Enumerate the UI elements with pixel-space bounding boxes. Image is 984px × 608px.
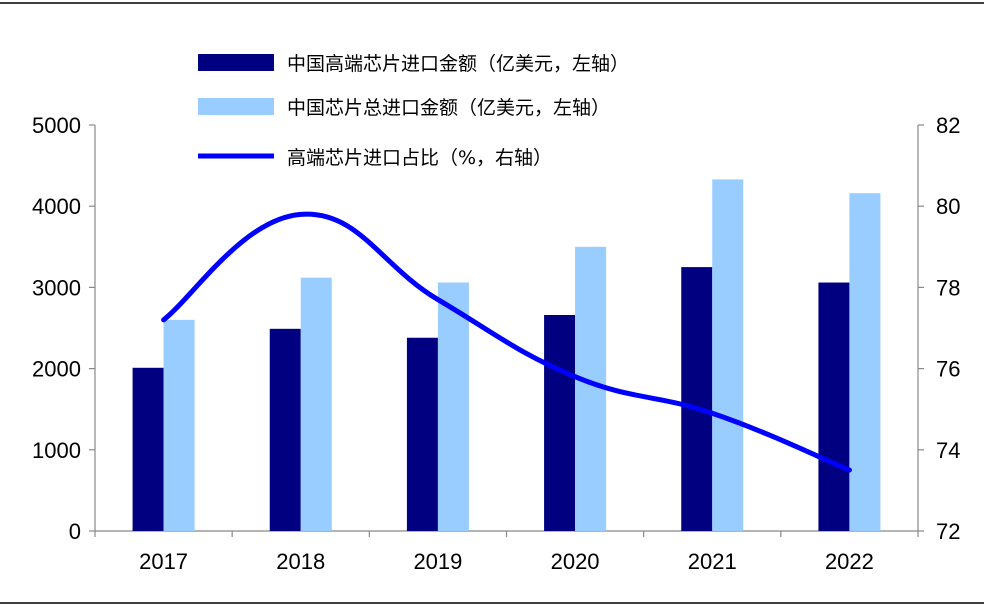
x-tick-label: 2018: [276, 549, 325, 574]
bar-total-2019: [437, 282, 469, 531]
left-tick-label: 0: [69, 519, 81, 544]
ratio-line: [161, 211, 852, 473]
left-y-ticks: 0 1000 2000 3000 4000 5000: [32, 113, 95, 544]
bar-total-2022: [849, 193, 881, 531]
right-tick-label: 78: [936, 275, 960, 300]
right-tick-label: 82: [936, 113, 960, 138]
left-tick-label: 1000: [32, 438, 81, 463]
x-ticks: 2017 2018 2019 2020 2021 2022: [94, 531, 919, 574]
legend-label-high-end: 中国高端芯片进口金额（亿美元，左轴）: [287, 53, 629, 75]
left-tick-label: 4000: [32, 194, 81, 219]
axes: [94, 125, 919, 532]
x-tick-label: 2019: [413, 549, 462, 574]
bar-high-end-2022: [818, 282, 850, 531]
x-tick-label: 2021: [688, 549, 737, 574]
bar-high-end-2019: [406, 337, 438, 531]
left-tick-label: 3000: [32, 275, 81, 300]
left-tick-label: 2000: [32, 357, 81, 382]
legend-swatch-total-bar: [198, 98, 274, 115]
bar-high-end-2018: [269, 328, 301, 531]
right-tick-label: 72: [936, 519, 960, 544]
bar-total-2021: [712, 179, 744, 532]
legend-swatch-high-end-bar: [198, 54, 274, 71]
right-tick-label: 80: [936, 194, 960, 219]
legend-label-ratio: 高端芯片进口占比（%，右轴）: [287, 147, 552, 169]
right-y-ticks: 72 74 76 78 80 82: [918, 113, 960, 544]
bar-total-2018: [300, 277, 332, 531]
bar-series: [132, 179, 881, 532]
bar-total-2017: [163, 319, 195, 531]
legend-label-total: 中国芯片总进口金额（亿美元，左轴）: [287, 97, 610, 119]
left-tick-label: 5000: [32, 113, 81, 138]
x-tick-label: 2022: [825, 549, 874, 574]
right-tick-label: 76: [936, 357, 960, 382]
x-tick-label: 2017: [139, 549, 188, 574]
bar-high-end-2020: [544, 315, 576, 531]
bar-total-2020: [575, 246, 607, 532]
legend: 中国高端芯片进口金额（亿美元，左轴） 中国芯片总进口金额（亿美元，左轴） 高端芯…: [198, 53, 629, 169]
bar-high-end-2021: [681, 267, 713, 531]
bar-high-end-2017: [132, 367, 164, 531]
x-tick-label: 2020: [551, 549, 600, 574]
right-tick-label: 74: [936, 438, 960, 463]
